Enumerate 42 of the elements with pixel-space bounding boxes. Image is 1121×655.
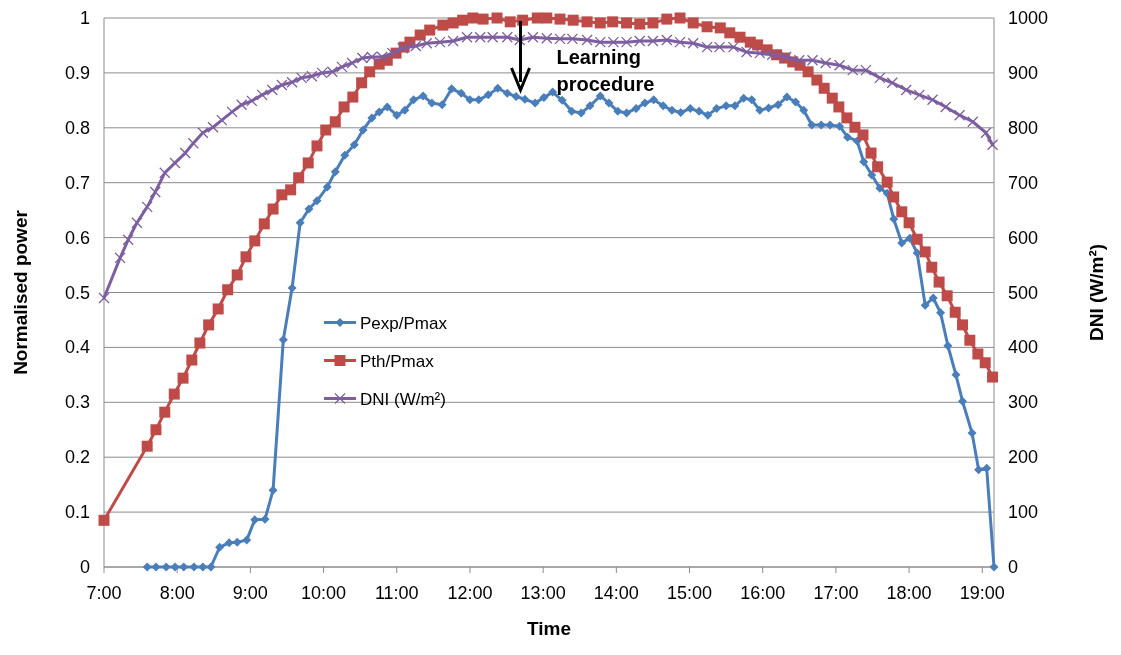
y-tick-label: 0.6 bbox=[64, 227, 90, 248]
y-tick-label: 0 bbox=[79, 557, 90, 577]
y-axis-title: Normalised power bbox=[10, 209, 31, 375]
y2-tick-label: 300 bbox=[1008, 392, 1039, 413]
x-tick-label: 13:00 bbox=[520, 583, 566, 603]
x-tick-label: 11:00 bbox=[374, 583, 419, 603]
y-tick-label: 0.5 bbox=[64, 282, 90, 303]
y2-tick-label: 900 bbox=[1008, 62, 1039, 83]
x-tick-label: 7:00 bbox=[86, 583, 122, 603]
y2-tick-label: 0 bbox=[1008, 557, 1019, 577]
x-tick-label: 16:00 bbox=[740, 583, 786, 603]
x-axis-title: Time bbox=[526, 618, 572, 639]
y-tick-label: 1 bbox=[79, 8, 90, 28]
x-tick-label: 17:00 bbox=[813, 583, 859, 603]
x-tick-label: 15:00 bbox=[667, 583, 713, 603]
y-tick-label: 0.2 bbox=[64, 447, 90, 468]
y2-tick-label: 800 bbox=[1008, 117, 1039, 138]
y2-tick-label: 700 bbox=[1008, 172, 1039, 193]
y2-tick-label: 1000 bbox=[1008, 8, 1049, 28]
legend-label: DNI (W/m²) bbox=[360, 389, 446, 409]
x-tick-label: 19:00 bbox=[959, 583, 1005, 603]
annotation: Learning procedure bbox=[556, 46, 655, 95]
y-tick-label: 0.9 bbox=[64, 62, 90, 83]
legend-label: Pth/Pmax bbox=[360, 351, 435, 371]
y2-tick-label: 500 bbox=[1008, 282, 1039, 303]
y2-tick-label: 200 bbox=[1008, 447, 1039, 468]
x-tick-label: 14:00 bbox=[593, 583, 639, 603]
x-tick-label: 10:00 bbox=[301, 583, 347, 603]
y2-axis-title: DNI (W/m²) bbox=[1086, 243, 1107, 342]
x-tick-label: 9:00 bbox=[232, 583, 268, 603]
legend-label: Pexp/Pmax bbox=[360, 313, 448, 333]
x-tick-label: 18:00 bbox=[886, 583, 932, 603]
y-tick-label: 0.8 bbox=[64, 117, 90, 138]
x-tick-label: 8:00 bbox=[159, 583, 195, 603]
y2-tick-label: 100 bbox=[1008, 502, 1039, 523]
x-tick-label: 12:00 bbox=[447, 583, 493, 603]
y-tick-label: 0.4 bbox=[64, 337, 90, 358]
y-tick-label: 0.3 bbox=[64, 392, 90, 413]
y2-tick-label: 600 bbox=[1008, 227, 1039, 248]
y-tick-label: 0.1 bbox=[64, 502, 90, 523]
y2-tick-label: 400 bbox=[1008, 337, 1039, 358]
y-tick-label: 0.7 bbox=[64, 172, 90, 193]
